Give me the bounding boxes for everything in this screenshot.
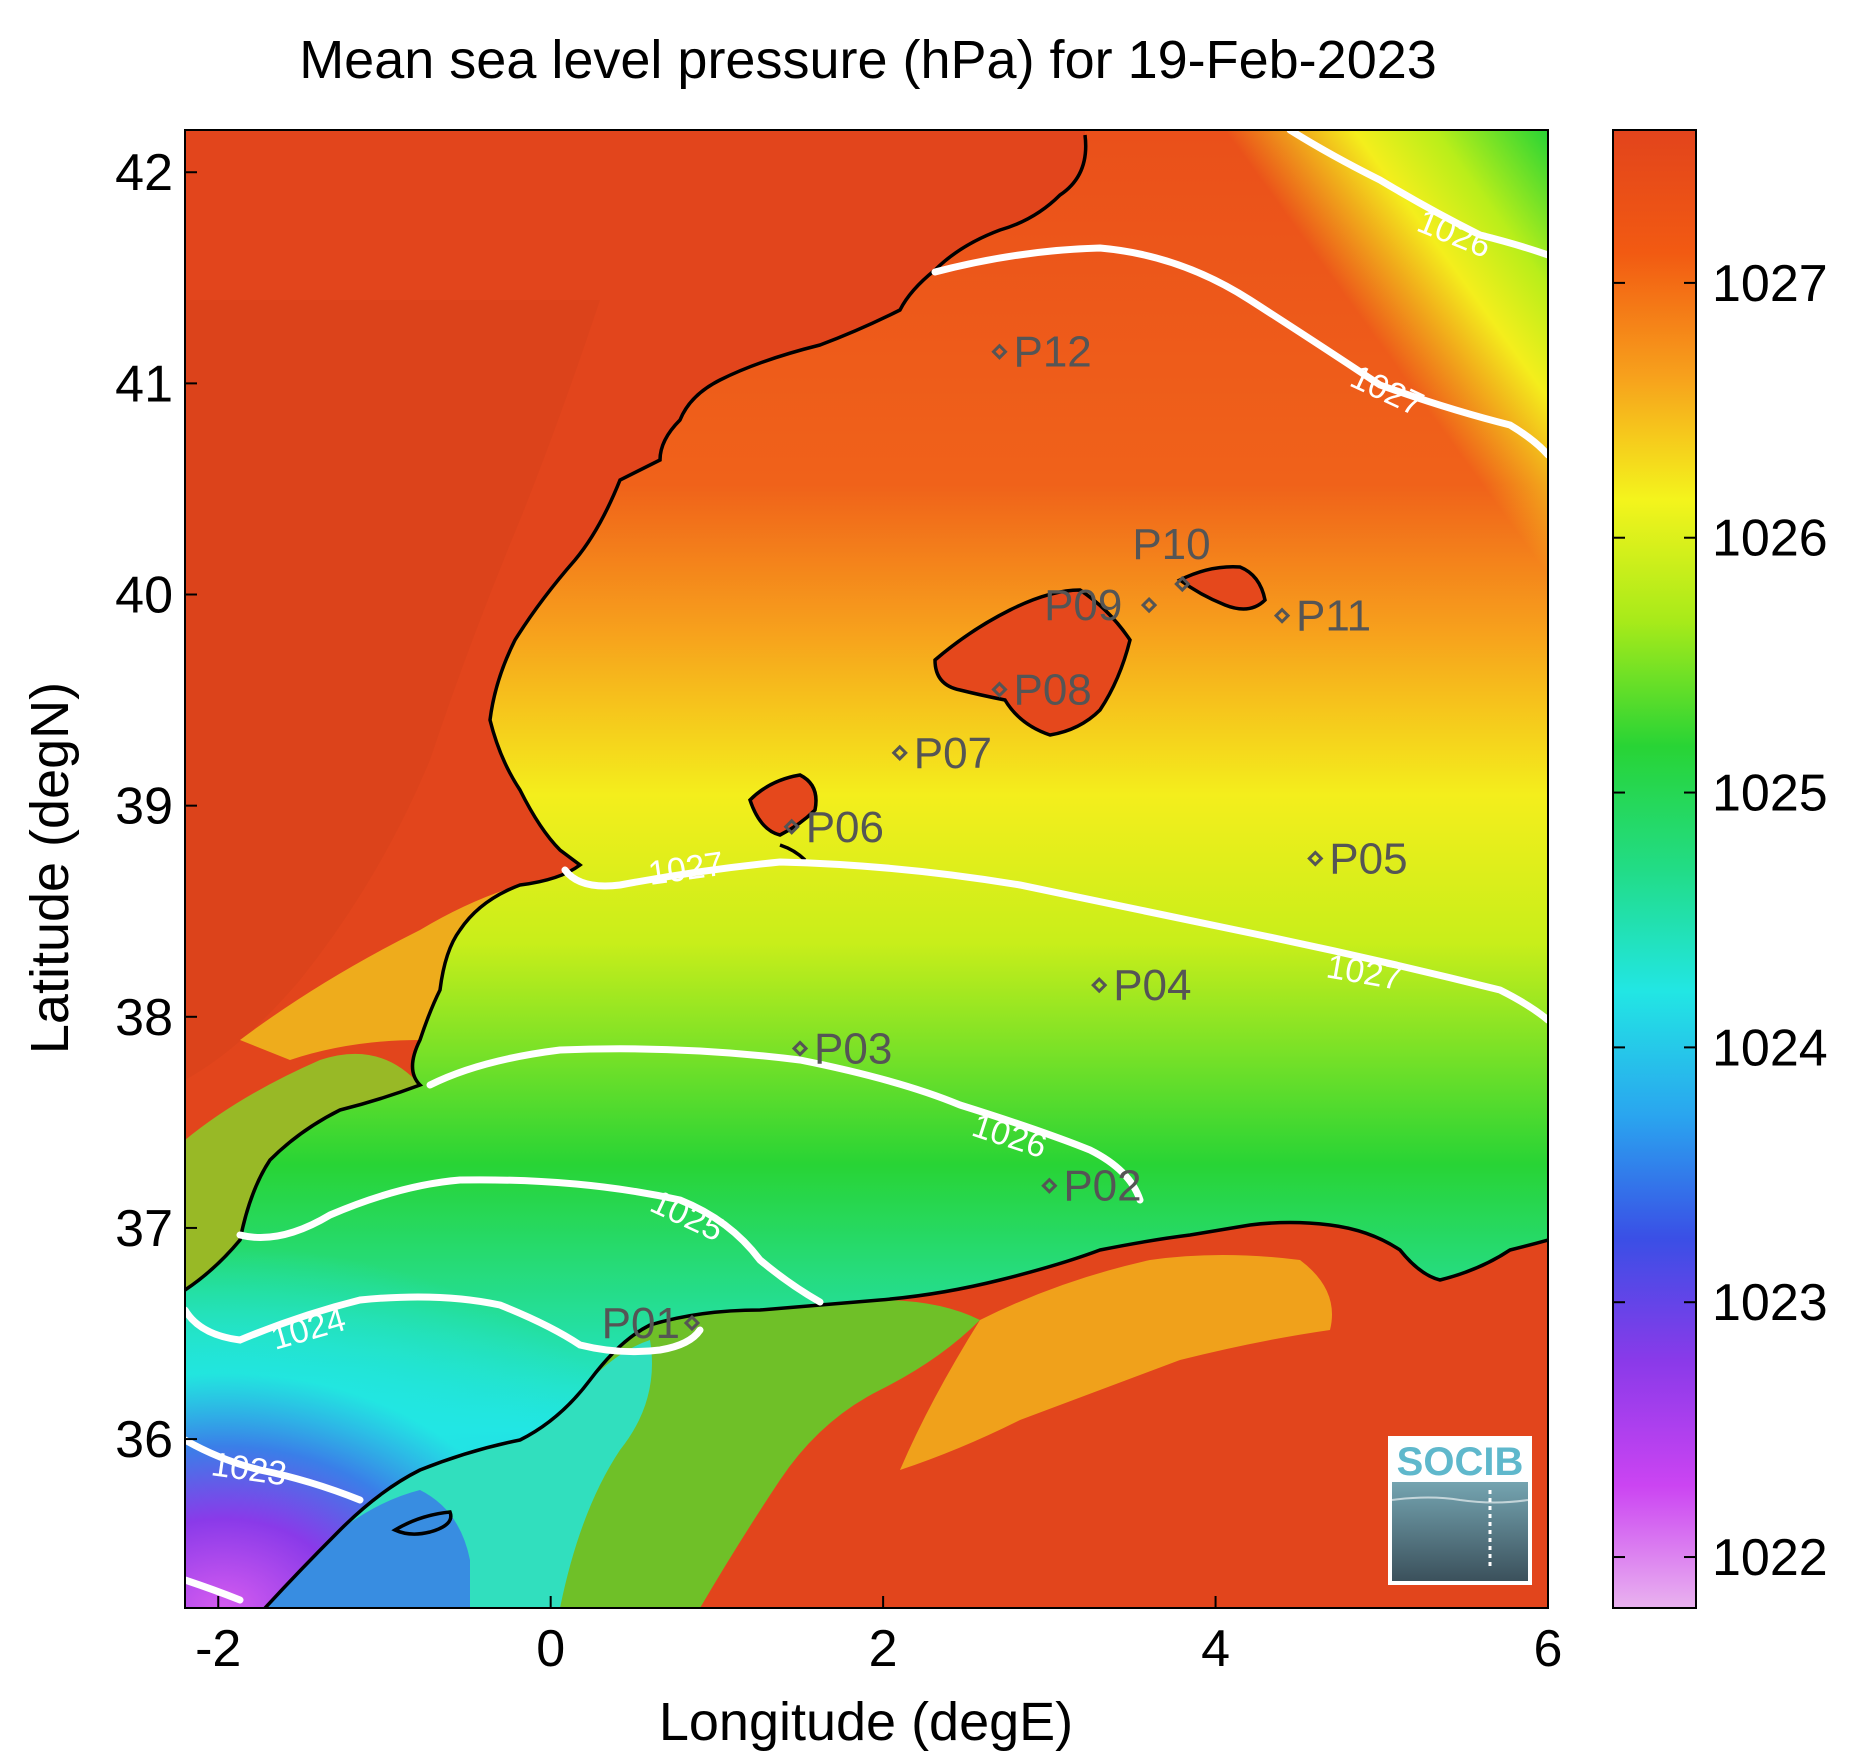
station-p12: P12 xyxy=(991,328,1092,377)
x-tick-label: 4 xyxy=(1201,1620,1230,1678)
logo-text: SOCIB xyxy=(1397,1440,1524,1484)
socib-logo: SOCIB xyxy=(1388,1436,1532,1585)
colorbar-tick-label: 1023 xyxy=(1712,1274,1828,1332)
colorbar-tick-label: 1024 xyxy=(1712,1019,1828,1077)
station-label: P02 xyxy=(1063,1162,1141,1211)
station-label: P11 xyxy=(1296,592,1371,641)
ibiza-coastline xyxy=(747,773,818,837)
station-marker xyxy=(1041,1177,1058,1194)
station-p11: P11 xyxy=(1273,592,1371,641)
station-marker xyxy=(791,1040,809,1057)
colorbar-ticks: 1022 1023 1024 1025 1026 1027 xyxy=(1613,255,1828,1587)
plot-frame xyxy=(184,129,1549,1609)
isobar-1027-north xyxy=(931,244,1548,459)
station-label: P07 xyxy=(914,729,992,778)
station-marker xyxy=(891,744,908,761)
station-p03: P03 xyxy=(791,1024,892,1073)
station-label: P08 xyxy=(1013,666,1091,715)
isobar-1025 xyxy=(236,1176,824,1306)
station-marker xyxy=(991,343,1008,360)
iberia-coast-yellow xyxy=(240,885,520,1060)
station-label: P12 xyxy=(1013,328,1091,377)
station-label: P04 xyxy=(1113,961,1191,1010)
isobar-1024 xyxy=(185,1293,704,1356)
iberia-coast-green xyxy=(185,1053,420,1290)
station-p10: P10 xyxy=(1132,520,1211,593)
y-tick-label: 40 xyxy=(115,567,173,625)
y-tick-label: 42 xyxy=(115,144,173,202)
y-tick-label: 36 xyxy=(115,1411,173,1469)
station-label: P05 xyxy=(1329,834,1407,883)
station-p08: P08 xyxy=(991,666,1092,715)
menorca-coastline xyxy=(1176,565,1267,611)
chart-title: Mean sea level pressure (hPa) for 19-Feb… xyxy=(299,30,1437,90)
y-tick-label: 38 xyxy=(115,989,173,1047)
iberia-interior-high xyxy=(185,300,600,1080)
x-axis-ticks: -2 0 2 4 6 xyxy=(195,1596,1562,1678)
isobar-1027-mid xyxy=(561,858,1548,1024)
x-tick-label: 2 xyxy=(869,1620,898,1678)
station-marker xyxy=(991,681,1008,698)
northeast-field xyxy=(1100,130,1548,610)
station-label: P06 xyxy=(806,803,884,852)
colorbar-tick-label: 1022 xyxy=(1712,1529,1828,1587)
africa-coastline xyxy=(263,1220,1548,1608)
coastlines xyxy=(185,134,1548,1608)
station-p05: P05 xyxy=(1307,834,1408,883)
x-axis-label: Longitude (degE) xyxy=(659,1692,1073,1752)
station-marker xyxy=(1174,575,1191,593)
station-label: P09 xyxy=(1044,581,1122,630)
station-p01: P01 xyxy=(602,1299,701,1348)
station-label: P03 xyxy=(814,1024,892,1073)
mallorca-coastline xyxy=(933,588,1132,737)
station-p02: P02 xyxy=(1041,1162,1142,1211)
y-axis-ticks: 36 37 38 39 40 41 42 xyxy=(115,144,197,1469)
colorbar-tick-label: 1025 xyxy=(1712,765,1828,823)
colorbar xyxy=(1612,129,1697,1609)
station-p04: P04 xyxy=(1091,961,1192,1010)
station-marker xyxy=(1140,596,1158,614)
station-label: P01 xyxy=(602,1299,680,1348)
africa-coast-yellow xyxy=(900,1255,1332,1470)
station-marker xyxy=(683,1314,701,1332)
colorbar-tick-label: 1026 xyxy=(1712,510,1828,568)
y-tick-label: 37 xyxy=(115,1200,173,1258)
isobar-1027-ne xyxy=(1286,130,1548,259)
colorbar-tick-label: 1027 xyxy=(1712,255,1828,313)
formentera-coastline xyxy=(779,843,807,862)
station-marker xyxy=(1273,607,1291,624)
isobar-1023 xyxy=(185,1436,364,1504)
station-marker xyxy=(1307,850,1324,867)
map-plot: 1023 1024 1025 1026 1026 1027 1027 1027 … xyxy=(185,130,1548,1608)
x-tick-label: 6 xyxy=(1534,1620,1563,1678)
station-marker xyxy=(1091,977,1108,994)
isobar-1022 xyxy=(185,1576,244,1604)
station-label: P10 xyxy=(1132,520,1210,569)
isobars xyxy=(185,130,1548,1604)
iberia-coastline xyxy=(185,134,1088,1292)
ibiza-land xyxy=(750,775,816,835)
y-tick-label: 39 xyxy=(115,778,173,836)
y-tick-label: 41 xyxy=(115,355,173,413)
station-p06: P06 xyxy=(783,803,884,852)
isobar-1026-south xyxy=(426,1045,1144,1204)
menorca-land xyxy=(1180,566,1265,609)
station-p09: P09 xyxy=(1044,581,1158,630)
x-tick-label: 0 xyxy=(536,1620,565,1678)
station-p07: P07 xyxy=(891,729,992,778)
y-axis-label: Latitude (degN) xyxy=(20,682,80,1054)
alboran-island-coastline xyxy=(391,1510,453,1536)
x-tick-label: -2 xyxy=(195,1620,241,1678)
station-marker xyxy=(783,818,800,835)
